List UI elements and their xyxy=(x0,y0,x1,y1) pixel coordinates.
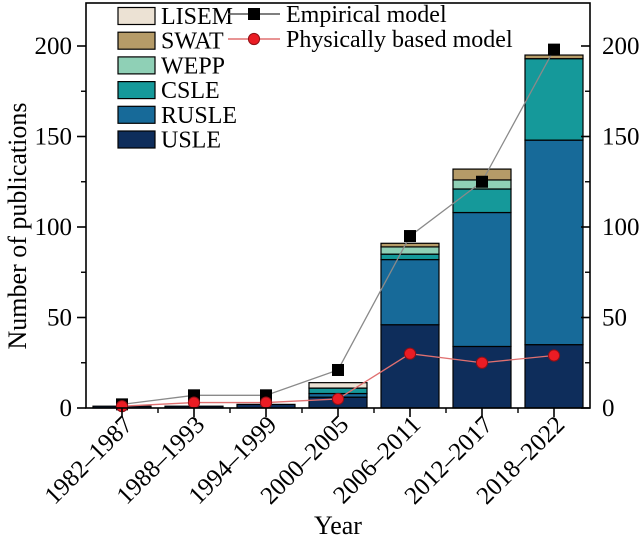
legend-swatch-rusle xyxy=(117,105,156,124)
legend-swatch-lisem xyxy=(117,6,156,26)
marker-square-empirical-3 xyxy=(332,363,344,376)
legend-label-lisem: LISEM xyxy=(161,4,233,30)
legend-label-rusle: RUSLE xyxy=(161,103,237,129)
marker-circle-physical-3 xyxy=(331,392,345,406)
bar-segment-lisem-3 xyxy=(308,382,368,389)
legend-label-wepp: WEPP xyxy=(161,53,225,79)
legend-swatch-usle xyxy=(117,130,156,149)
legend-label-empirical-model: Empirical model xyxy=(286,2,447,28)
bar-segment-usle-5 xyxy=(452,345,512,409)
bar-segment-csle-3 xyxy=(308,387,368,395)
y-tick-label-right: 0 xyxy=(602,395,615,422)
y-axis-title: Number of publications xyxy=(3,103,32,350)
bar-segment-wepp-4 xyxy=(380,246,440,255)
bar-segment-rusle-4 xyxy=(380,258,440,326)
legend-swatch-csle xyxy=(117,80,156,100)
marker-square-empirical-6 xyxy=(548,43,560,56)
legend-label-physically-based-model: Physically based model xyxy=(286,27,513,53)
legend-label-swat: SWAT xyxy=(161,29,224,55)
marker-circle-physical-5 xyxy=(475,356,489,369)
marker-circle-physical-1 xyxy=(187,396,201,409)
marker-circle-physical-2 xyxy=(259,396,273,409)
y-tick-label-left: 0 xyxy=(60,395,73,422)
x-axis-title: Year xyxy=(314,511,362,540)
y-tick-label-right: 150 xyxy=(602,124,639,151)
bar-segment-csle-4 xyxy=(380,253,440,261)
legend-marker-circle-icon xyxy=(247,32,261,46)
legend-label-usle: USLE xyxy=(161,128,221,154)
y-tick-label-left: 150 xyxy=(35,124,73,151)
marker-circle-physical-4 xyxy=(403,347,417,360)
y-tick-label-right: 200 xyxy=(602,33,639,60)
marker-square-empirical-4 xyxy=(404,230,416,243)
y-tick-label-right: 50 xyxy=(602,305,627,332)
y-tick-label-left: 200 xyxy=(35,33,73,60)
legend-marker-square-icon xyxy=(248,8,260,20)
y-tick-label-left: 100 xyxy=(35,214,73,241)
marker-circle-physical-6 xyxy=(547,349,561,362)
legend-swatch-swat xyxy=(117,31,156,50)
bar-segment-csle-5 xyxy=(452,188,512,214)
legend-swatch-wepp xyxy=(117,56,156,75)
bar-segment-rusle-5 xyxy=(452,211,512,348)
legend-label-csle: CSLE xyxy=(161,78,220,104)
marker-square-empirical-5 xyxy=(476,175,488,188)
y-tick-label-right: 100 xyxy=(602,214,639,241)
bar-segment-swat-4 xyxy=(380,242,440,248)
y-tick-label-left: 50 xyxy=(47,305,72,332)
bar-segment-rusle-6 xyxy=(524,139,584,346)
bar-segment-csle-6 xyxy=(524,58,584,141)
